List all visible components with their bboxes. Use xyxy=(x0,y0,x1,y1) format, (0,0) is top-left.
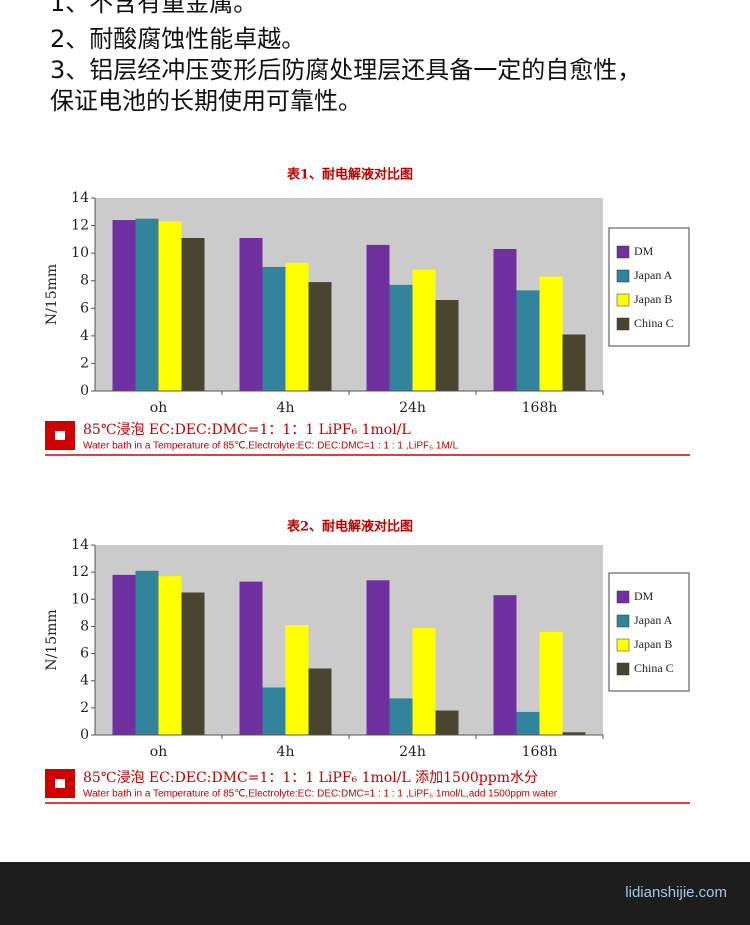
bar xyxy=(435,300,459,391)
legend-swatch xyxy=(616,269,630,283)
bar xyxy=(435,710,459,735)
intro-line: 2、耐酸腐蚀性能卓越。 xyxy=(50,25,305,53)
legend-label: DM xyxy=(634,589,654,603)
bar xyxy=(135,218,159,391)
legend-swatch xyxy=(616,662,630,676)
bar xyxy=(239,581,263,735)
bar xyxy=(516,711,540,735)
bar xyxy=(412,269,436,391)
x-tick-label: 24h xyxy=(399,744,426,760)
x-tick-label: 168h xyxy=(522,744,558,760)
y-tick-label: 10 xyxy=(71,591,89,607)
bar xyxy=(181,592,205,735)
bar xyxy=(135,570,159,735)
bar xyxy=(285,625,309,735)
legend-swatch xyxy=(616,590,630,604)
bar xyxy=(308,282,332,391)
x-tick-label: 24h xyxy=(399,400,426,416)
bar xyxy=(516,290,540,391)
legend-swatch xyxy=(616,245,630,259)
x-tick-label: 4h xyxy=(277,400,295,416)
legend-label: China C xyxy=(634,661,674,675)
bar xyxy=(285,262,309,391)
bar xyxy=(158,576,182,735)
bar xyxy=(562,732,586,735)
y-tick-label: 10 xyxy=(71,245,89,261)
x-tick-label: oh xyxy=(150,400,167,416)
y-tick-label: 14 xyxy=(71,190,89,206)
y-tick-label: 2 xyxy=(80,700,89,716)
legend-label: Japan B xyxy=(634,637,672,651)
y-tick-label: 2 xyxy=(80,355,89,371)
y-axis-label: N/15mm xyxy=(44,609,60,670)
legend-label: China C xyxy=(634,316,674,330)
y-tick-label: 8 xyxy=(80,273,89,289)
bar xyxy=(239,237,263,391)
bar xyxy=(562,334,586,391)
y-tick-label: 12 xyxy=(71,218,89,234)
legend-label: Japan A xyxy=(634,613,673,627)
intro-line: 3、铝层经冲压变形后防腐处理层还具备一定的自愈性， xyxy=(50,56,641,84)
legend-swatch xyxy=(616,614,630,628)
intro-line: 保证电池的长期使用可靠性。 xyxy=(50,87,362,115)
intro-line: 1、不含有重金属。 xyxy=(50,0,257,17)
legend-label: Japan A xyxy=(634,268,673,282)
bar xyxy=(158,221,182,391)
x-tick-label: oh xyxy=(150,744,167,760)
y-tick-label: 14 xyxy=(71,537,89,553)
bar xyxy=(412,627,436,735)
legend-label: DM xyxy=(634,244,654,258)
chart-title: 表2、耐电解液对比图 xyxy=(286,519,413,535)
bar xyxy=(539,631,563,735)
legend-label: Japan B xyxy=(634,292,672,306)
y-tick-label: 4 xyxy=(80,328,89,344)
bar xyxy=(112,574,136,735)
caption: 85℃浸泡 EC:DEC:DMC=1：1：1 LiPF₆ 1mol/L 添加15… xyxy=(83,770,538,786)
bar xyxy=(493,249,517,391)
legend-swatch xyxy=(616,638,630,652)
caption-en: Water bath in a Temperature of 85℃,Elect… xyxy=(83,789,558,800)
chart-title: 表1、耐电解液对比图 xyxy=(286,167,413,183)
bar xyxy=(389,698,413,735)
y-tick-label: 12 xyxy=(71,564,89,580)
bar xyxy=(366,244,390,391)
x-tick-label: 4h xyxy=(277,744,295,760)
bar xyxy=(493,595,517,735)
bar xyxy=(366,580,390,735)
caption: 85℃浸泡 EC:DEC:DMC=1：1：1 LiPF₆ 1mol/L xyxy=(83,422,411,438)
legend-swatch xyxy=(616,293,630,307)
y-axis-label: N/15mm xyxy=(44,264,60,325)
caption-icon-inner xyxy=(55,431,65,440)
y-tick-label: 0 xyxy=(80,383,89,399)
y-tick-label: 8 xyxy=(80,618,89,634)
bar xyxy=(539,276,563,391)
y-tick-label: 0 xyxy=(80,727,89,743)
footer-site: lidianshijie.com xyxy=(625,884,727,901)
x-tick-label: 168h xyxy=(522,400,558,416)
bar xyxy=(262,266,286,391)
y-tick-label: 6 xyxy=(80,300,89,316)
y-tick-label: 6 xyxy=(80,646,89,662)
caption-icon-inner xyxy=(55,779,65,788)
y-tick-label: 4 xyxy=(80,673,89,689)
footer-band xyxy=(0,862,750,925)
bar xyxy=(308,668,332,735)
bar xyxy=(262,687,286,735)
bar xyxy=(181,237,205,391)
bar xyxy=(389,284,413,391)
bar xyxy=(112,220,136,391)
legend-swatch xyxy=(616,317,630,331)
caption-en: Water bath in a Temperature of 85℃,Elect… xyxy=(83,441,459,452)
